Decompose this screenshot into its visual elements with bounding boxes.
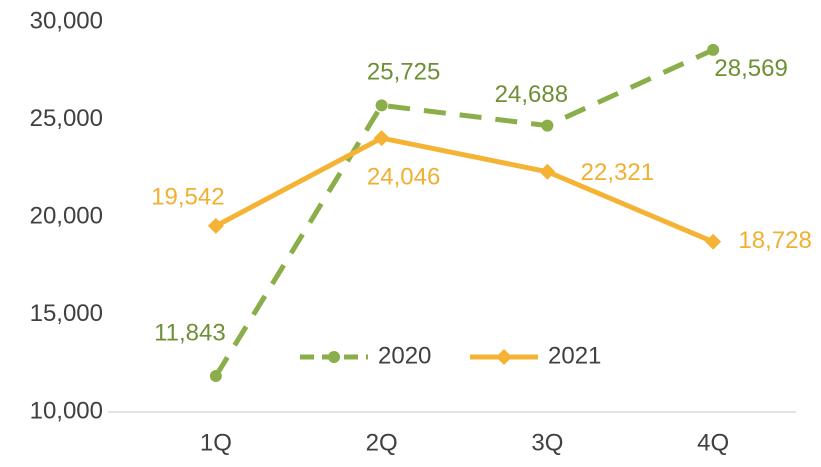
data-label: 24,046 bbox=[367, 163, 440, 190]
legend-marker bbox=[496, 349, 512, 365]
data-label: 18,728 bbox=[738, 227, 811, 254]
marker bbox=[705, 233, 722, 250]
y-tick-label: 10,000 bbox=[30, 397, 103, 424]
marker bbox=[539, 163, 556, 180]
y-tick-label: 20,000 bbox=[30, 202, 103, 229]
marker bbox=[375, 99, 388, 112]
marker bbox=[207, 217, 224, 234]
marker bbox=[541, 119, 554, 132]
legend-label: 2021 bbox=[548, 342, 601, 369]
x-tick-label: 2Q bbox=[366, 429, 398, 456]
series-line bbox=[214, 135, 715, 245]
x-tick-label: 3Q bbox=[531, 429, 563, 456]
legend-marker bbox=[328, 351, 340, 363]
y-tick-label: 25,000 bbox=[30, 105, 103, 132]
data-label: 22,321 bbox=[581, 159, 654, 186]
marker bbox=[707, 43, 720, 56]
data-label: 24,688 bbox=[495, 81, 568, 108]
y-tick-label: 30,000 bbox=[30, 7, 103, 34]
data-label: 25,725 bbox=[367, 59, 440, 86]
data-label: 19,542 bbox=[151, 183, 224, 210]
marker bbox=[209, 370, 222, 383]
legend-label: 2020 bbox=[378, 342, 431, 369]
data-label: 28,569 bbox=[714, 55, 787, 82]
x-tick-label: 1Q bbox=[200, 429, 232, 456]
series-line bbox=[213, 47, 715, 378]
data-label: 11,843 bbox=[154, 319, 226, 346]
y-tick-label: 15,000 bbox=[30, 300, 103, 327]
x-tick-label: 4Q bbox=[697, 429, 729, 456]
marker bbox=[373, 130, 390, 147]
